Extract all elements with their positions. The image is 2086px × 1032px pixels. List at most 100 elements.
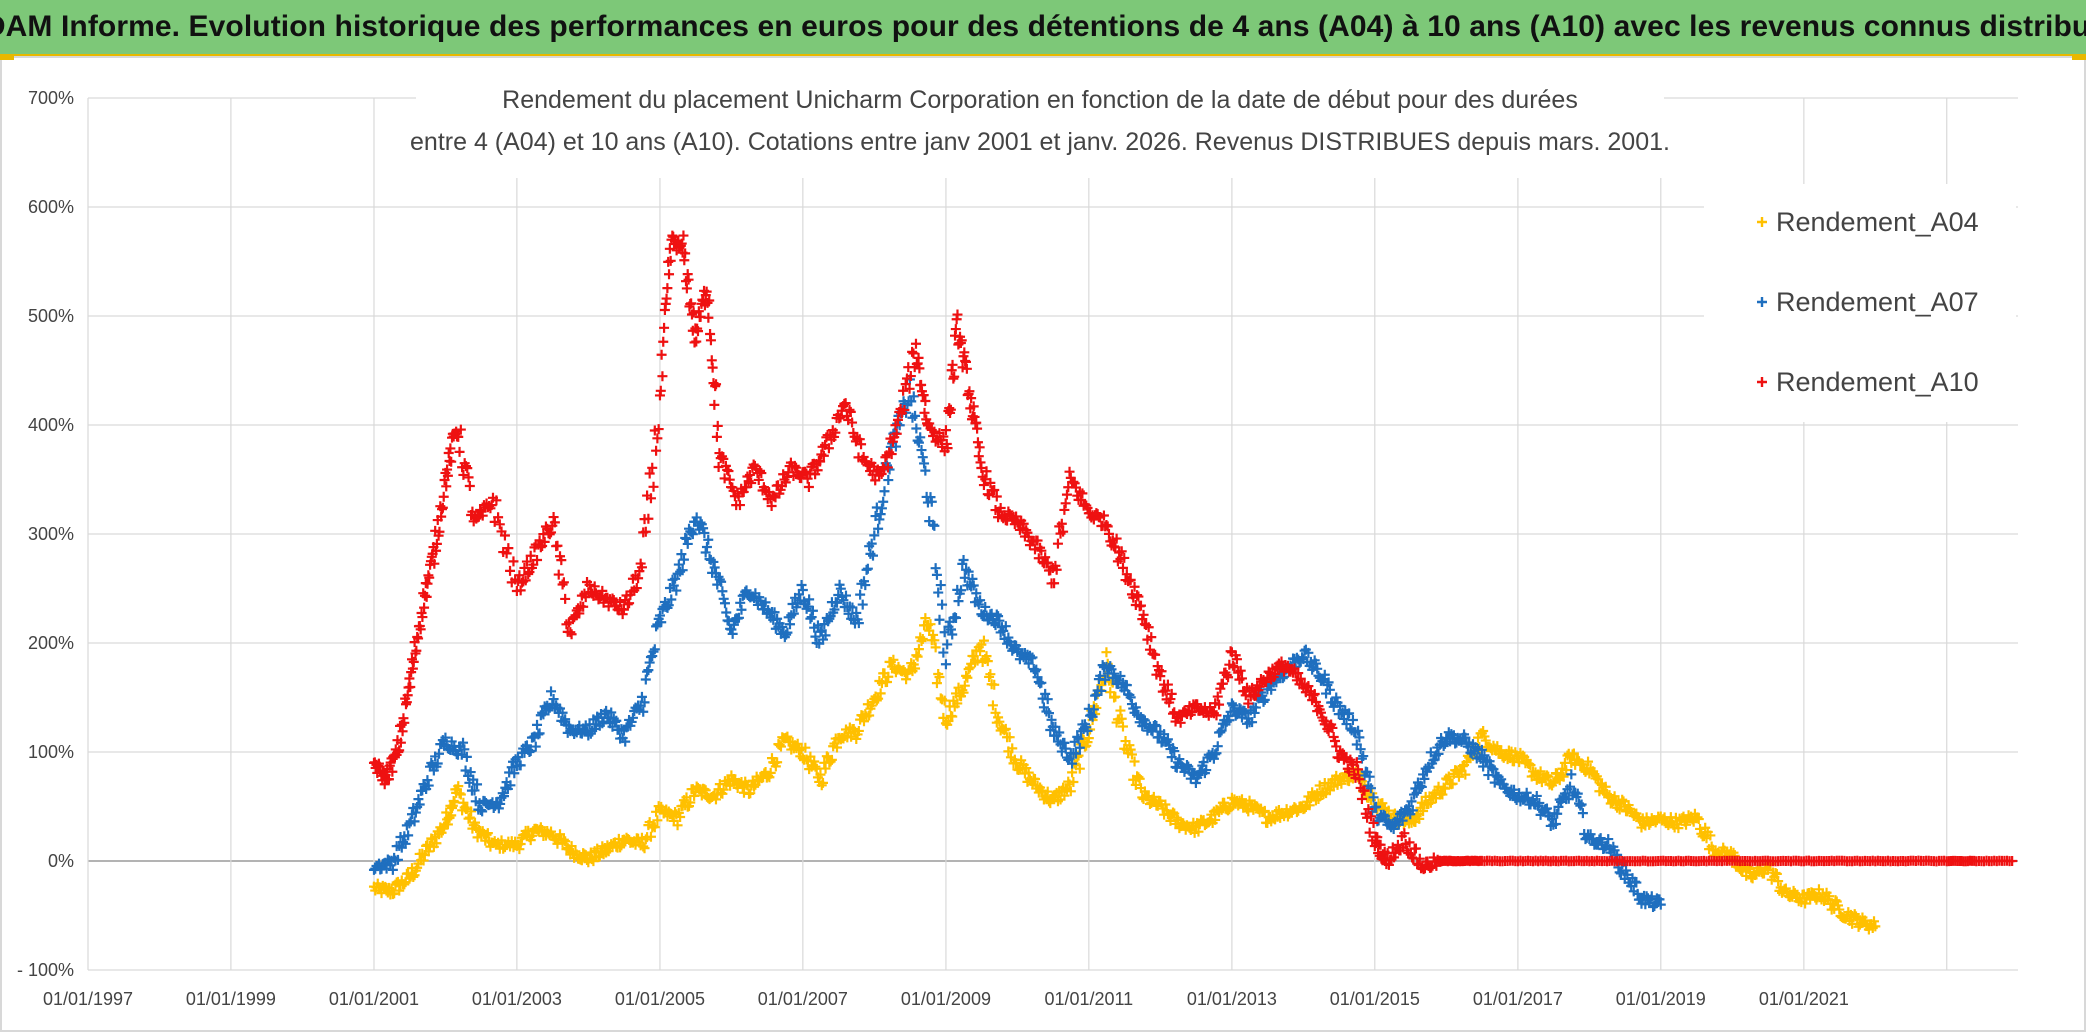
data-point [1561,765,1572,776]
data-point [1032,535,1043,546]
data-point [861,564,872,575]
data-point [860,580,871,591]
data-point [1068,776,1079,787]
data-point [1115,670,1126,681]
data-point [495,798,506,809]
data-point [1133,591,1144,602]
data-point [989,485,1000,496]
data-point [617,609,628,620]
data-point [399,879,410,890]
data-point [509,768,520,779]
data-point [818,450,829,461]
data-point [1074,742,1085,753]
data-point [707,362,718,373]
data-point [681,533,692,544]
data-point [465,767,476,778]
data-point [411,645,422,656]
data-point [709,399,720,410]
data-point [1036,545,1047,556]
data-point [1103,528,1114,539]
data-point [945,624,956,635]
data-point [1358,751,1369,762]
data-point [862,563,873,574]
banner: ADAM Informe. Evolution historique des p… [0,0,2086,56]
data-point [972,437,983,448]
data-point [733,612,744,623]
data-point [801,603,812,614]
data-point [1329,735,1340,746]
data-point [394,885,405,896]
data-point [453,431,464,442]
data-point [1277,673,1288,684]
data-point [1548,777,1559,788]
data-point [956,335,967,346]
data-point [864,710,875,721]
data-point [1693,814,1704,825]
data-point [1000,723,1011,734]
data-point [811,763,822,774]
data-point [769,607,780,618]
data-point [1824,891,1835,902]
data-point [783,467,794,478]
data-point [1059,737,1070,748]
data-point [422,775,433,786]
data-point [464,812,475,823]
data-point [975,595,986,606]
data-point [1335,700,1346,711]
data-point [981,466,992,477]
data-point [1211,710,1222,721]
data-point [652,433,663,444]
data-point [1007,645,1018,656]
data-point [405,682,416,693]
data-point [1059,504,1070,515]
data-point [659,322,670,333]
data-point [458,797,469,808]
data-point [717,586,728,597]
data-point [901,674,912,685]
data-point [755,465,766,476]
data-point [701,542,712,553]
data-point [718,453,729,464]
data-point [691,336,702,347]
data-point [1007,743,1018,754]
data-point [494,519,505,530]
data-point [1228,700,1239,711]
data-point [1762,864,1773,875]
data-point [700,785,711,796]
data-point [1221,670,1232,681]
data-point [638,841,649,852]
data-point [515,760,526,771]
data-point [656,349,667,360]
data-point [904,383,915,394]
data-point [1314,780,1325,791]
data-point [557,707,568,718]
data-point [851,607,862,618]
data-point [627,712,638,723]
data-point [1266,684,1277,695]
data-point [1351,757,1362,768]
data-point [1299,803,1310,814]
data-point [873,523,884,534]
data-point [1111,533,1122,544]
data-point [972,423,983,434]
data-point [940,425,951,436]
data-point [658,336,669,347]
data-point [911,423,922,434]
data-point [683,274,694,285]
data-point [1870,921,1881,932]
banner-title: ADAM Informe. Evolution historique des p… [0,10,2086,43]
data-point [1632,888,1643,899]
data-point [803,482,814,493]
data-point [847,602,858,613]
data-point [911,650,922,661]
data-point [939,627,950,638]
data-point [455,424,466,435]
data-point [719,598,730,609]
data-point [1096,685,1107,696]
data-point [1600,781,1611,792]
data-point [433,748,444,759]
data-point [421,591,432,602]
data-point [1615,868,1626,879]
data-point [1319,669,1330,680]
data-point [565,627,576,638]
